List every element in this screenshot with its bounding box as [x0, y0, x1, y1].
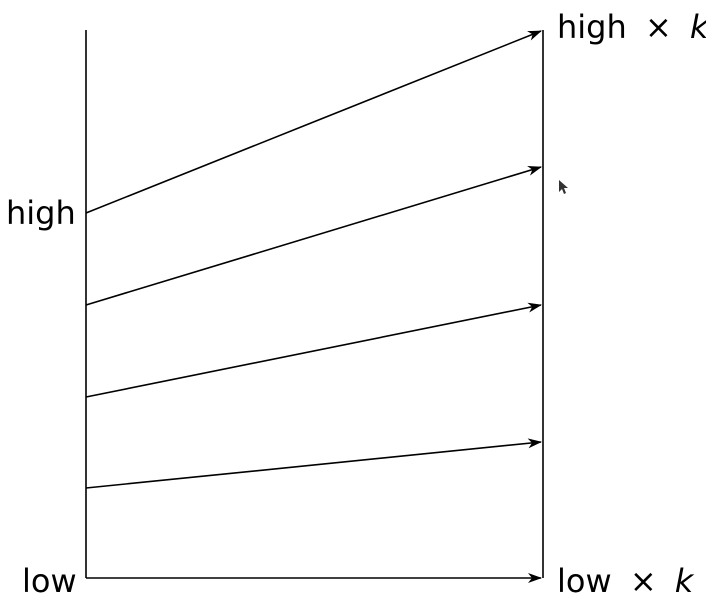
- right-low-label-base: low: [557, 562, 612, 600]
- right-low-label-times: ×: [630, 562, 657, 600]
- mouse-pointer-icon: [559, 180, 568, 194]
- right-high-label: high × k: [557, 8, 706, 46]
- right-low-label-factor: k: [675, 562, 695, 600]
- mapping-arrow-4: [85, 438, 542, 489]
- right-high-label-base: high: [557, 8, 627, 46]
- left-low-label: low: [22, 562, 77, 600]
- right-high-label-times: ×: [645, 8, 672, 46]
- high-mapping-arrow: [85, 30, 542, 214]
- mapping-arrow-2: [85, 165, 542, 306]
- mapping-arrow-3: [85, 302, 542, 398]
- right-high-label-factor: k: [690, 8, 706, 46]
- right-low-label: low × k: [557, 562, 695, 600]
- left-high-label: high: [6, 194, 76, 232]
